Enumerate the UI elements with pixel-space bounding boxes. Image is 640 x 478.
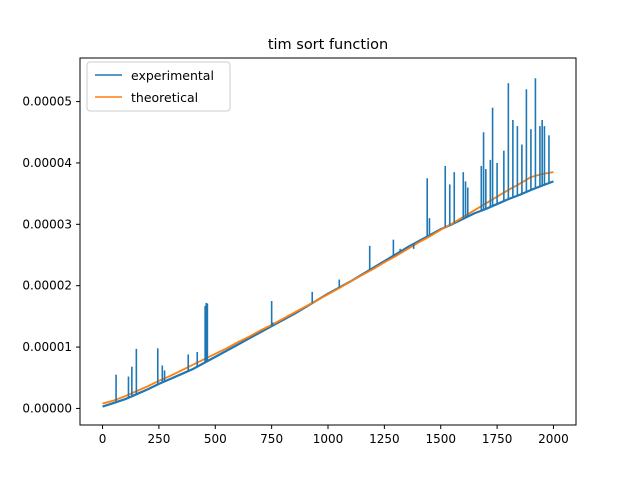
y-tick-label: 0.00002 [22,279,72,293]
x-tick-label: 250 [147,432,170,446]
x-tick-label: 1750 [482,432,513,446]
axes: 0 250 500 750 1000 1250 1500 1750 2000 0.00000 0.0… [22,57,577,446]
legend-label-theoretical: theoretical [131,90,198,105]
plot-area [102,78,554,408]
legend-box [86,61,231,112]
y-tick-label: 0.00003 [22,217,72,231]
x-tick-label: 750 [260,432,283,446]
x-tick-label: 0 [99,432,107,446]
legend-label-experimental: experimental [131,68,214,83]
series-line-theoretical [102,171,554,405]
y-tick-label: 0.00004 [22,156,72,170]
x-tick-label: 2000 [538,432,569,446]
x-tick-label: 1000 [313,432,344,446]
chart-title: tim sort function [268,37,388,53]
y-tick-label: 0.00005 [22,95,72,109]
x-tick-label: 500 [204,432,227,446]
x-tick-label: 1500 [425,432,456,446]
x-tick-label: 1250 [369,432,400,446]
y-tick-label: 0.00001 [22,340,72,354]
legend: experimental theoretical [86,61,231,112]
y-tick-label: 0.00000 [22,401,72,415]
